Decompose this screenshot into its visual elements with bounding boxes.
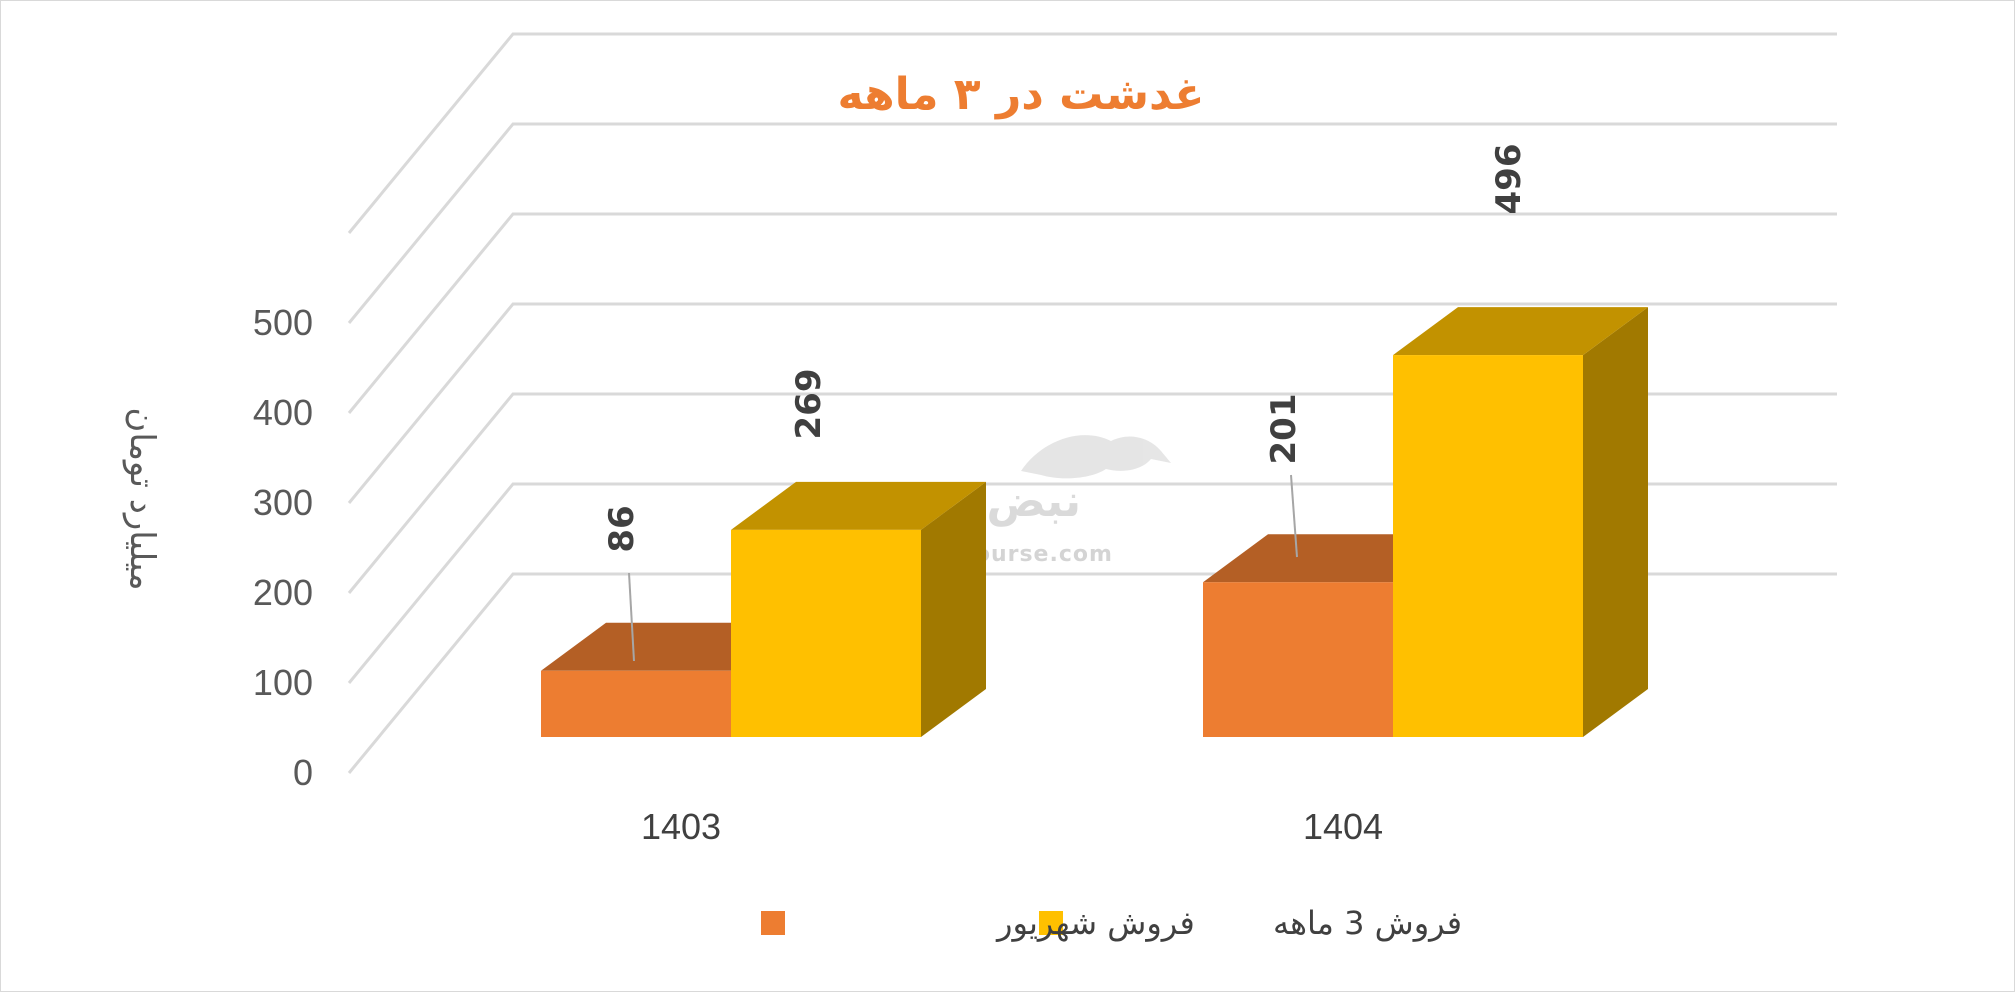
gridlines — [347, 32, 1837, 774]
legend-item-shahrivar: فروش شهریور — [761, 904, 1195, 942]
category-1403: 1403 — [641, 806, 721, 847]
legend-item-3-month: فروش 3 ماهه — [1039, 904, 1462, 942]
legend: فروش 3 ماهه فروش شهریور — [761, 904, 1462, 942]
y-axis-ticks: 0 100 200 300 400 500 — [253, 302, 313, 793]
bar-1404-3-month — [1393, 307, 1648, 737]
category-1404: 1404 — [1303, 806, 1383, 847]
data-label-496: 496 — [1489, 144, 1529, 215]
y-tick-0: 0 — [293, 752, 313, 793]
legend-label-shahrivar: فروش شهریور — [995, 904, 1195, 942]
chart-title: غدشت در ۳ ماهه — [837, 69, 1204, 120]
bar-top-face — [1393, 307, 1648, 356]
leader-line-86 — [628, 572, 635, 662]
data-label-269: 269 — [789, 369, 829, 440]
bars — [541, 307, 1648, 737]
bar-front-face — [1393, 355, 1583, 737]
legend-label-3-month: فروش 3 ماهه — [1273, 904, 1462, 942]
bar-front-face — [731, 529, 921, 737]
gridline-600 — [347, 32, 1837, 234]
y-tick-100: 100 — [253, 662, 313, 703]
data-label-201: 201 — [1264, 394, 1304, 465]
y-axis-label: میلیارد تومان — [122, 407, 162, 590]
bar-side-face — [921, 481, 986, 737]
gridline-400 — [347, 212, 1837, 414]
data-label-86: 86 — [602, 505, 642, 552]
y-tick-500: 500 — [253, 302, 313, 343]
bar-front-face — [541, 670, 731, 737]
gridline-300 — [347, 302, 1837, 504]
y-tick-300: 300 — [253, 482, 313, 523]
bar-1403-3-month — [731, 481, 986, 737]
legend-swatch-3-month — [1039, 911, 1063, 935]
bar-side-face — [1583, 307, 1648, 737]
y-tick-400: 400 — [253, 392, 313, 433]
legend-swatch-shahrivar — [761, 911, 785, 935]
gridline-500 — [347, 122, 1837, 324]
x-axis-categories: 1403 1404 — [641, 806, 1383, 847]
leader-line-201 — [1290, 474, 1298, 558]
bar-front-face — [1203, 582, 1393, 737]
data-labels: 86 201 269 496 — [602, 144, 1529, 553]
y-tick-200: 200 — [253, 572, 313, 613]
bull-logo-icon — [1021, 435, 1171, 479]
bar-top-face — [731, 481, 986, 530]
leader-lines — [628, 474, 1298, 662]
